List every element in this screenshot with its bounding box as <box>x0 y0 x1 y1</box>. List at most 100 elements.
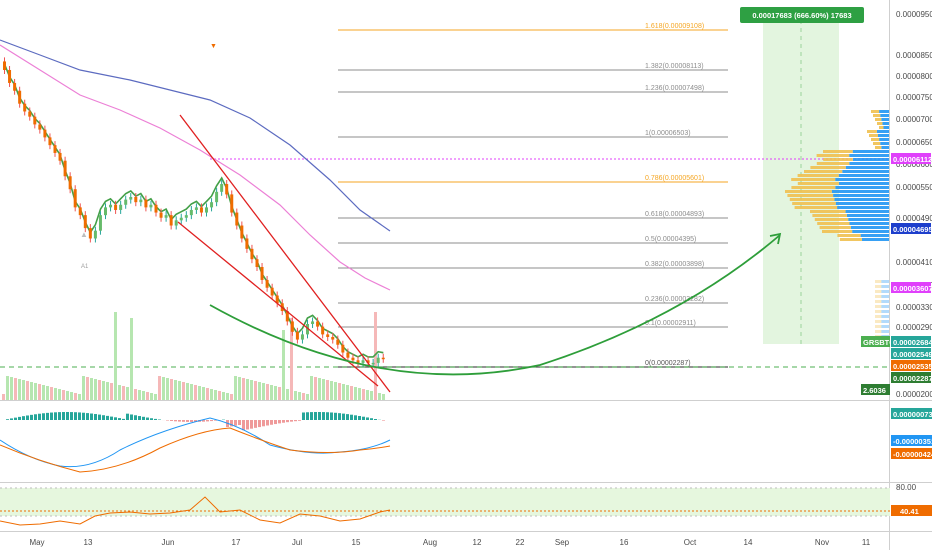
macd-histogram-bar <box>334 412 337 420</box>
volume-profile-bar <box>882 122 889 125</box>
a1-marker-icon: ▲ <box>80 230 88 239</box>
macd-histogram-bar <box>118 418 121 420</box>
volume-profile-bar <box>785 190 832 193</box>
macd-histogram-bar <box>138 416 141 420</box>
macd-histogram-bar <box>370 418 373 420</box>
fibonacci-retracement[interactable]: 1.618(0.00009108) 1.382(0.00008113) 1.236(… <box>338 23 728 368</box>
volume-profile-bar <box>875 118 882 121</box>
candle-body <box>114 204 118 210</box>
macd-histogram-bar <box>290 420 293 422</box>
volume-bar <box>250 380 253 400</box>
volume-bar <box>246 379 249 400</box>
candle-body <box>144 199 148 208</box>
volume-profile-bar <box>879 110 889 113</box>
volume-bar <box>202 387 205 400</box>
price-badge <box>891 360 931 371</box>
volume-bar <box>238 377 241 400</box>
candle-body <box>205 207 208 213</box>
candle-body <box>124 199 128 205</box>
volume-bar <box>166 378 169 400</box>
volume-bar <box>358 388 361 400</box>
volume-bar <box>298 392 301 400</box>
macd-histogram-bar <box>354 415 357 420</box>
volume-bar <box>254 381 257 400</box>
date-tick-label: 13 <box>84 538 93 547</box>
volume-profile-bar <box>850 226 889 229</box>
volume-profile-bar <box>835 178 889 181</box>
candle-body <box>104 207 107 216</box>
volume-profile-bar <box>875 305 882 308</box>
volume-bar <box>382 394 385 400</box>
date-axis[interactable]: May 13 Jun 17 Jul 15 Aug 12 22 Sep 16 Oct 14 Nov 11 <box>29 538 870 547</box>
candle-body <box>260 266 264 280</box>
macd-histogram-bar <box>282 420 285 423</box>
date-tick-label: Jun <box>162 538 175 547</box>
macd-badge <box>891 448 932 459</box>
volume-bar <box>114 312 117 400</box>
macd-histogram-bar <box>230 420 233 427</box>
volume-bar <box>198 386 201 400</box>
volume-profile-bar <box>875 285 882 288</box>
volume-profile-bar <box>875 310 882 313</box>
candle-body <box>346 352 350 358</box>
candle-body <box>351 357 355 361</box>
projection-curve[interactable] <box>209 234 781 376</box>
volume-profile-bar <box>875 330 882 333</box>
candle-body <box>240 225 244 239</box>
date-tick-label: 14 <box>744 538 753 547</box>
candle-body <box>18 90 22 104</box>
price-badge <box>891 372 931 383</box>
volume-bar <box>10 377 13 400</box>
channel-upper-line[interactable] <box>179 114 391 393</box>
volume-bar <box>58 389 61 400</box>
date-tick-label: Nov <box>815 538 829 547</box>
candle-body <box>336 339 340 345</box>
volume-profile-bar <box>875 290 882 293</box>
volume-profile-bar <box>794 206 838 209</box>
volume-bar <box>338 383 341 400</box>
candle-body <box>356 360 360 363</box>
date-tick-label: Jul <box>292 538 302 547</box>
candle-body <box>78 207 82 216</box>
price-axis-badges: 0.000061120.000046950.00003607GRSBTC0.00… <box>861 153 932 516</box>
price-pane[interactable] <box>0 0 890 400</box>
volume-bar <box>6 376 9 400</box>
macd-histogram <box>6 412 385 431</box>
macd-histogram-bar <box>22 416 25 420</box>
macd-histogram-bar <box>346 414 349 420</box>
date-tick-label: 11 <box>862 538 871 547</box>
fib-level-label: 1.382(0.00008113) <box>645 63 704 70</box>
volume-bar <box>174 380 177 400</box>
volume-bar <box>322 379 325 400</box>
macd-histogram-bar <box>358 415 361 420</box>
macd-histogram-bar <box>150 418 153 420</box>
volume-bar <box>122 386 125 400</box>
volume-bar <box>42 385 45 400</box>
volume-profile-bar <box>880 142 889 145</box>
macd-histogram-bar <box>338 413 341 420</box>
macd-histogram-bar <box>86 413 89 420</box>
macd-histogram-bar <box>246 420 249 430</box>
candle-body <box>8 69 12 83</box>
ma-blue-line <box>0 39 391 232</box>
fib-level-label: 0.382(0.00003898) <box>645 261 704 268</box>
candle-body <box>265 279 269 288</box>
volume-profile-bar <box>814 218 849 221</box>
candle-body <box>295 331 299 340</box>
macd-histogram-bar <box>34 414 37 420</box>
macd-histogram-bar <box>330 412 333 420</box>
macd-histogram-bar <box>130 414 133 420</box>
channel-lower-line[interactable] <box>177 221 379 387</box>
price-badge <box>891 153 931 164</box>
macd-histogram-bar <box>250 420 253 429</box>
volume-bar <box>134 389 137 400</box>
candle-body <box>169 215 173 226</box>
volume-bar <box>50 387 53 400</box>
volume-profile-bar <box>804 170 843 173</box>
date-tick-label: 17 <box>232 538 241 547</box>
